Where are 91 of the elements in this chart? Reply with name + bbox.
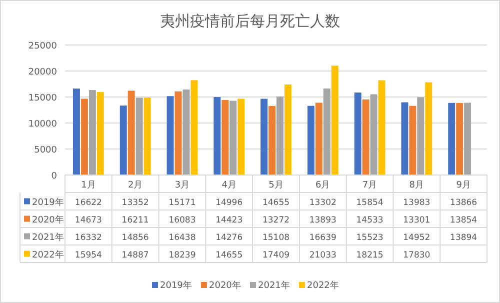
bar xyxy=(144,98,151,175)
x-tick-label: 2月 xyxy=(128,180,143,190)
bar xyxy=(276,96,284,175)
x-tick-label: 5月 xyxy=(268,180,284,190)
legend-label: 2021年 xyxy=(32,232,64,243)
data-label: 14996 xyxy=(216,198,243,208)
data-label: 13854 xyxy=(450,216,478,226)
y-tick-label: 25000 xyxy=(28,42,58,52)
data-label: 14533 xyxy=(356,216,384,226)
bar xyxy=(284,84,292,175)
data-label: 14673 xyxy=(74,216,102,226)
data-label: 21033 xyxy=(309,250,336,260)
bar xyxy=(370,94,378,175)
data-label: 13893 xyxy=(309,216,336,226)
y-tick-label: 15000 xyxy=(28,94,58,104)
data-label: 16211 xyxy=(122,216,149,226)
bar xyxy=(80,98,88,175)
bar xyxy=(222,100,229,175)
data-label: 16083 xyxy=(168,216,196,226)
y-tick-label: 20000 xyxy=(28,68,58,78)
data-label: 15108 xyxy=(262,233,290,243)
data-label: 15854 xyxy=(356,198,384,208)
bar xyxy=(307,106,314,175)
x-tick-label: 4月 xyxy=(222,180,236,190)
data-label: 14887 xyxy=(122,250,149,260)
bar xyxy=(174,91,182,175)
bar xyxy=(96,92,104,175)
legend-label: 2020年 xyxy=(32,214,64,226)
bar xyxy=(190,80,198,175)
x-tick-label: 3月 xyxy=(174,180,190,190)
chart-title: 夷州疫情前后每月死亡人数 xyxy=(160,12,340,30)
bar xyxy=(260,98,268,175)
bar xyxy=(315,102,322,175)
data-label: 16438 xyxy=(168,233,196,243)
bar xyxy=(362,99,370,175)
bar xyxy=(425,82,432,175)
bar xyxy=(331,66,338,175)
y-tick-label: 0 xyxy=(51,172,58,182)
data-label: 17409 xyxy=(262,250,290,260)
y-tick-label: 10000 xyxy=(28,120,58,130)
legend-label: 2022年 xyxy=(32,250,64,260)
legend-label: 2019年 xyxy=(32,197,64,208)
bar xyxy=(268,106,276,175)
legend: 2019年 2020年 2021年 2022年 xyxy=(152,281,339,291)
data-label: 17830 xyxy=(403,250,430,260)
data-label: 18215 xyxy=(356,250,384,260)
bar xyxy=(230,100,237,175)
data-label: 13983 xyxy=(403,198,430,208)
bar xyxy=(323,88,330,175)
x-tick-label: 7月 xyxy=(362,180,378,190)
bar xyxy=(401,102,408,175)
data-label: 13352 xyxy=(122,198,149,208)
bar xyxy=(120,106,127,175)
data-label: 13866 xyxy=(450,198,478,208)
data-label: 16622 xyxy=(74,198,102,208)
data-label: 13301 xyxy=(403,216,430,226)
bar xyxy=(378,80,386,175)
bar xyxy=(238,98,245,175)
bar xyxy=(88,90,96,175)
bar xyxy=(136,98,143,175)
data-label: 13272 xyxy=(262,216,290,226)
data-label: 13302 xyxy=(309,198,336,208)
bar xyxy=(182,90,190,175)
data-label: 14423 xyxy=(216,216,243,226)
bar xyxy=(354,92,362,175)
bar xyxy=(448,102,456,175)
x-tick-label: 8月 xyxy=(409,180,424,190)
data-label: 14655 xyxy=(262,198,290,208)
bar xyxy=(214,97,221,175)
x-tick-label: 6月 xyxy=(316,180,330,190)
bar xyxy=(166,96,174,175)
bar xyxy=(409,106,416,175)
y-tick-label: 5000 xyxy=(34,146,58,156)
data-label: 14276 xyxy=(216,233,243,243)
data-label: 15954 xyxy=(74,250,102,260)
bar xyxy=(73,88,80,175)
data-label: 16639 xyxy=(309,233,336,243)
bar xyxy=(128,90,135,175)
data-label: 14856 xyxy=(122,233,149,243)
data-label: 18239 xyxy=(168,250,196,260)
data-label: 14655 xyxy=(216,250,243,260)
x-tick-label: 9月 xyxy=(456,180,471,190)
data-label: 13894 xyxy=(450,233,478,243)
data-label: 15523 xyxy=(356,233,384,243)
data-label: 15171 xyxy=(168,198,196,208)
data-label: 14952 xyxy=(403,233,430,243)
bar xyxy=(456,102,464,175)
x-tick-label: 1月 xyxy=(81,180,96,190)
bar xyxy=(417,97,424,175)
data-label: 16332 xyxy=(74,233,102,243)
bar xyxy=(464,102,472,175)
